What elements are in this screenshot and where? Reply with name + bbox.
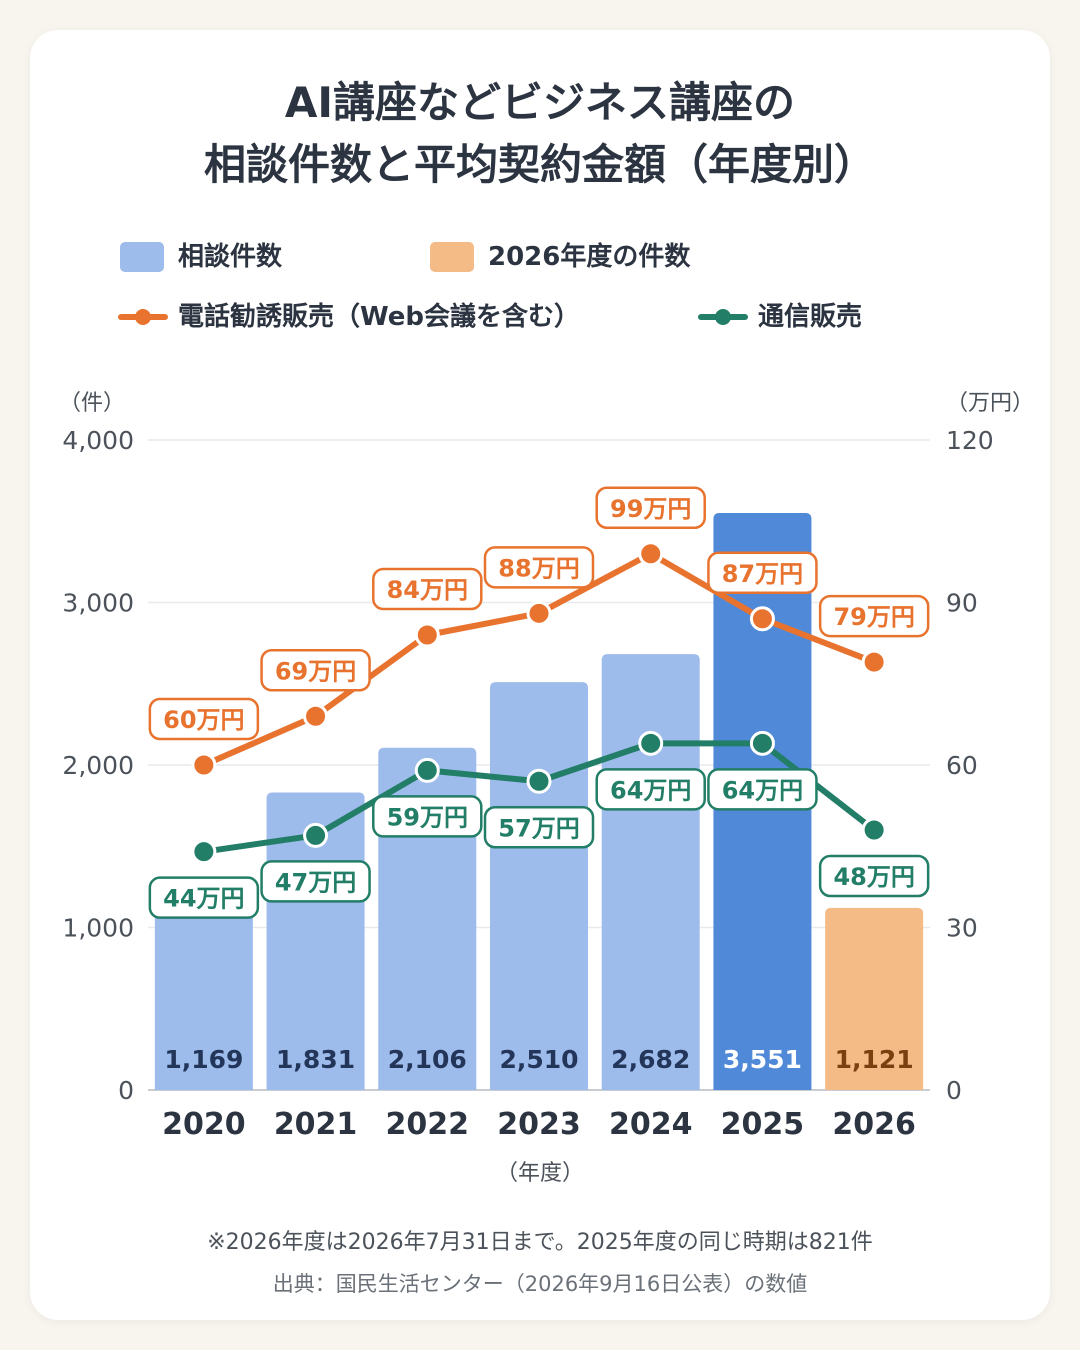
y-right-tick-label: 0 (946, 1076, 962, 1105)
data-label-box (595, 486, 706, 529)
data-label-box (483, 806, 595, 849)
x-tick-label: 2024 (609, 1107, 693, 1142)
mail-order-point (638, 730, 664, 756)
mail-order-point (526, 768, 552, 794)
x-tick-label: 2026 (832, 1107, 916, 1142)
phone-sales-value-label: 60万円 (163, 706, 244, 734)
phone-sales-value-label: 87万円 (722, 560, 803, 588)
source-note: 出典：国民生活センター（2026年9月16日公表）の数値 (272, 1272, 808, 1296)
y-left-tick-label: 4,000 (62, 426, 134, 455)
x-tick-label: 2020 (162, 1107, 246, 1142)
legend-label-mail: 通信販売 (758, 302, 863, 332)
phone-sales-point (303, 703, 329, 729)
mail-order-point (303, 822, 329, 848)
data-label-box (148, 876, 260, 919)
data-label-box (372, 795, 483, 838)
bar-value-label: 2,106 (388, 1045, 467, 1074)
bar-value-label: 2,510 (499, 1045, 578, 1074)
title-line-1: AI講座などビジネス講座の (284, 78, 796, 127)
data-label-box (707, 551, 818, 594)
legend-label-2026: 2026年度の件数 (488, 242, 691, 272)
phone-sales-point (749, 606, 775, 632)
mail-order-point (861, 817, 887, 843)
y-left-axis-label: （件） (59, 391, 125, 416)
bar (154, 900, 253, 1090)
data-label-box (707, 768, 818, 811)
y-left-tick-label: 3,000 (62, 589, 134, 618)
legend-label-count: 相談件数 (178, 242, 283, 272)
y-left-tick-label: 0 (118, 1076, 134, 1105)
chart-card (30, 30, 1050, 1320)
mail-order-point (749, 730, 775, 756)
phone-sales-value-label: 99万円 (610, 495, 691, 523)
x-tick-label: 2022 (386, 1107, 470, 1142)
mail-order-value-label: 47万円 (275, 868, 356, 896)
y-left-tick-label: 2,000 (62, 751, 134, 780)
bar (601, 654, 700, 1090)
y-right-axis-label: （万円） (946, 391, 1034, 416)
footnote: ※2026年度は2026年7月31日まで。2025年度の同じ時期は821件 (207, 1230, 873, 1255)
legend-swatch-count (120, 242, 164, 272)
data-label-box (260, 649, 371, 692)
y-right-tick-label: 60 (946, 751, 978, 780)
phone-sales-point (861, 649, 887, 675)
bar-value-label: 1,121 (835, 1045, 914, 1074)
mail-order-value-label: 48万円 (833, 863, 914, 891)
phone-sales-point (191, 752, 217, 778)
mail-order-value-label: 64万円 (722, 776, 803, 804)
title-line-2: 相談件数と平均契約金額（年度別） (203, 140, 876, 189)
data-label-box (818, 854, 930, 898)
data-label-box (148, 697, 260, 741)
bar-value-label: 1,831 (276, 1045, 355, 1074)
y-right-tick-label: 120 (946, 426, 994, 455)
data-label-box (372, 567, 483, 611)
mail-order-value-label: 57万円 (498, 814, 579, 842)
mail-order-value-label: 64万円 (610, 776, 691, 804)
legend-line-mail-dot (715, 309, 731, 325)
phone-sales-value-label: 84万円 (387, 576, 468, 604)
bar-value-label: 3,551 (723, 1045, 802, 1074)
x-axis-label: （年度） (496, 1161, 584, 1186)
mail-order-value-label: 59万円 (387, 803, 468, 831)
legend-label-phone: 電話勧誘販売（Web会議を含む） (178, 302, 580, 332)
phone-sales-point (638, 541, 664, 567)
x-tick-label: 2025 (721, 1107, 805, 1142)
mail-order-value-label: 44万円 (163, 885, 244, 913)
bar-value-label: 1,169 (164, 1045, 243, 1074)
mail-order-point (191, 839, 217, 865)
mail-order-point (414, 757, 440, 783)
bar (825, 907, 924, 1090)
chart-title: AI講座などビジネス講座の 相談件数と平均契約金額（年度別） (0, 72, 1080, 196)
x-tick-label: 2023 (497, 1107, 581, 1142)
x-tick-label: 2021 (274, 1107, 358, 1142)
legend-swatch-2026 (430, 242, 474, 272)
y-right-tick-label: 30 (946, 914, 978, 943)
phone-sales-point (414, 622, 440, 648)
data-label-box (260, 860, 371, 903)
data-label-box (595, 768, 706, 811)
legend-line-phone-dot (135, 309, 151, 325)
phone-sales-value-label: 79万円 (833, 603, 914, 631)
data-label-box (483, 546, 595, 589)
phone-sales-value-label: 69万円 (275, 657, 356, 685)
y-right-tick-label: 90 (946, 589, 978, 618)
data-label-box (818, 594, 930, 638)
y-left-tick-label: 1,000 (62, 914, 134, 943)
phone-sales-point (526, 600, 552, 626)
bar (490, 682, 588, 1090)
phone-sales-value-label: 88万円 (498, 554, 579, 582)
bar-value-label: 2,682 (611, 1045, 690, 1074)
